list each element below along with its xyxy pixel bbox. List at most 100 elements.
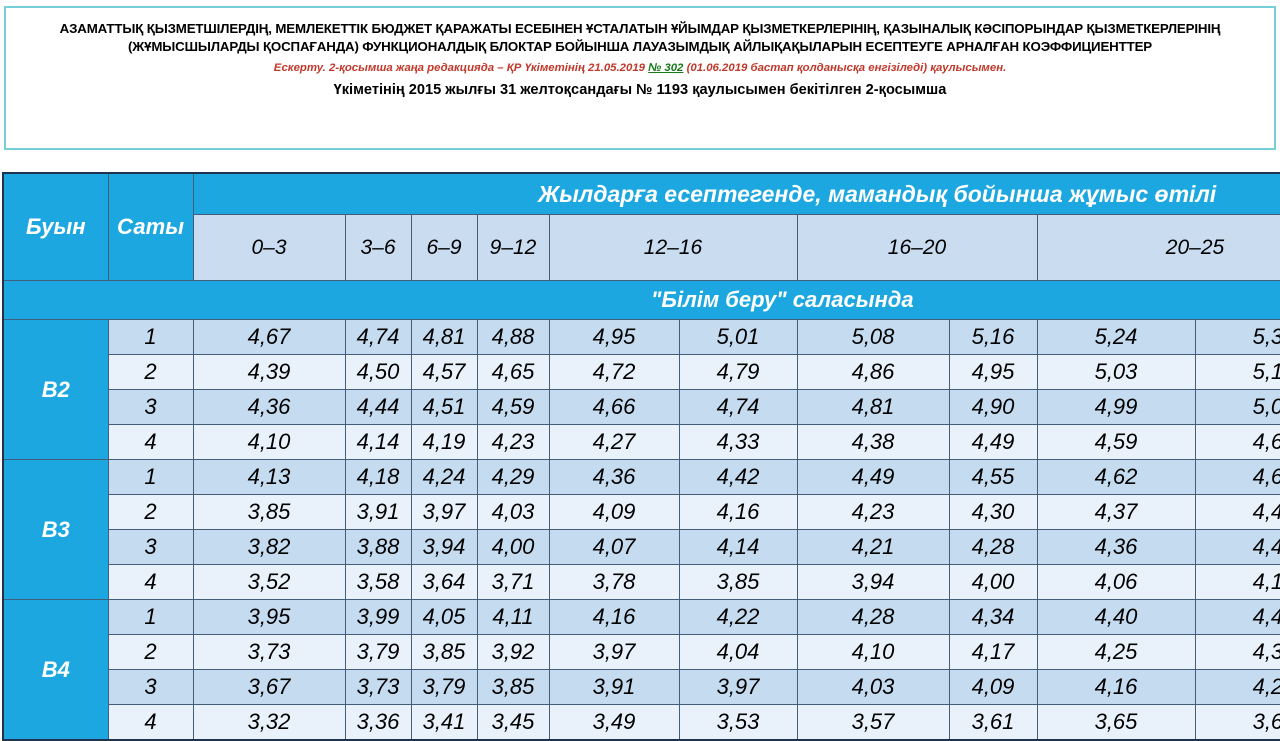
- step-number: 4: [107, 704, 194, 741]
- step-number: 3: [107, 669, 194, 705]
- coefficient-cell: 4,34: [948, 599, 1038, 635]
- coefficient-cell: 4,07: [548, 529, 680, 565]
- coefficient-cell: 3,71: [476, 564, 550, 600]
- coefficient-cell: 3,94: [410, 529, 478, 565]
- coefficient-cell: 3,65: [1036, 704, 1196, 741]
- coefficient-cell: 4,81: [410, 319, 478, 355]
- coefficient-cell: 4,72: [548, 354, 680, 390]
- coefficient-cell: 3,57: [796, 704, 950, 741]
- coefficient-cell: 3,45: [476, 704, 550, 741]
- coefficient-cell: 4,86: [796, 354, 950, 390]
- coefficient-cell: 5,08: [796, 319, 950, 355]
- coefficient-cell: 3,82: [192, 529, 346, 565]
- coefficient-cell: 5,32: [1194, 319, 1280, 355]
- coefficient-cell: 3,49: [548, 704, 680, 741]
- table-head-row-2: 0–3 3–6 6–9 9–12 12–16 16–20 20–25 25 жы…: [3, 214, 1280, 281]
- coefficient-cell: 3,85: [410, 634, 478, 670]
- coefficient-cell: 4,74: [678, 389, 798, 425]
- section-title: "Білім беру" саласында: [2, 280, 1280, 320]
- coefficient-cell: 3,73: [192, 634, 346, 670]
- coefficient-cell: 4,05: [410, 599, 478, 635]
- coefficient-cell: 4,99: [1036, 389, 1196, 425]
- coefficient-cell: 4,17: [948, 634, 1038, 670]
- coefficient-cell: 3,58: [344, 564, 412, 600]
- coefficient-cell: 4,39: [192, 354, 346, 390]
- experience-range-0: 0–3: [192, 214, 346, 281]
- coefficient-cell: 4,16: [678, 494, 798, 530]
- coefficient-cell: 4,49: [796, 459, 950, 495]
- coefficient-cell: 4,59: [1036, 424, 1196, 460]
- coefficient-cell: 4,42: [678, 459, 798, 495]
- coefficient-cell: 5,12: [1194, 354, 1280, 390]
- step-number: 3: [107, 389, 194, 425]
- coefficient-cell: 5,24: [1036, 319, 1196, 355]
- coefficient-cell: 4,37: [1036, 494, 1196, 530]
- step-number: 4: [107, 564, 194, 600]
- coefficient-cell: 4,27: [548, 424, 680, 460]
- coefficient-cell: 4,59: [476, 389, 550, 425]
- coefficient-cell: 3,91: [548, 669, 680, 705]
- coefficient-cell: 4,67: [1194, 424, 1280, 460]
- amendment-note-suffix: (01.06.2019 бастап қолданысқа енгізіледі…: [683, 62, 1007, 75]
- table-row: B4 1 3,95 3,99 4,05 4,11 4,16 4,22 4,28 4,34 4,40 4…: [2, 599, 1280, 741]
- table-row: 33,673,733,793,853,913,974,034,094,164,2…: [3, 669, 1280, 705]
- coefficient-cell: 4,49: [948, 424, 1038, 460]
- coefficient-cell: 4,79: [678, 354, 798, 390]
- coefficient-cell: 4,14: [344, 424, 412, 460]
- step-number: 1: [107, 599, 194, 635]
- coefficient-cell: 5,03: [1036, 354, 1196, 390]
- coefficient-cell: 4,24: [410, 459, 478, 495]
- coefficient-cell: 4,62: [1036, 459, 1196, 495]
- coefficient-cell: 4,13: [192, 459, 346, 495]
- coefficient-cell: 4,74: [344, 319, 412, 355]
- coefficient-cell: 4,69: [1194, 459, 1280, 495]
- group-label-b4: B4: [2, 599, 109, 741]
- coefficient-cell: 4,44: [344, 389, 412, 425]
- page-title: АЗАМАТТЫҚ ҚЫЗМЕТШІЛЕРДІҢ, МЕМЛЕКЕТТІК БЮ…: [59, 21, 1221, 54]
- table-row: 33,823,883,944,004,074,144,214,284,364,4…: [3, 529, 1280, 565]
- coefficient-cell: 4,36: [1036, 529, 1196, 565]
- step-number: 1: [107, 319, 194, 355]
- coefficient-cell: 4,12: [1194, 564, 1280, 600]
- coefficient-cell: 4,19: [410, 424, 478, 460]
- coefficient-cell: 3,79: [410, 669, 478, 705]
- coefficient-cell: 4,22: [678, 599, 798, 635]
- coefficient-cell: 3,64: [410, 564, 478, 600]
- coefficient-cell: 4,88: [476, 319, 550, 355]
- amendment-note-prefix: Ескерту. 2-қосымша жаңа редакцияда – ҚР …: [273, 62, 649, 75]
- coefficient-cell: 4,22: [1194, 669, 1280, 705]
- coefficient-cell: 3,85: [678, 564, 798, 600]
- coefficient-cell: 4,10: [192, 424, 346, 460]
- group-label-b2: B2: [2, 319, 109, 460]
- coefficient-cell: 4,38: [796, 424, 950, 460]
- coefficient-cell: 4,16: [1036, 669, 1196, 705]
- coefficient-cell: 4,55: [948, 459, 1038, 495]
- coefficient-cell: 3,52: [192, 564, 346, 600]
- coefficient-cell: 4,95: [548, 319, 680, 355]
- coefficient-cell: 4,03: [796, 669, 950, 705]
- coefficient-cell: 3,91: [344, 494, 412, 530]
- coefficient-cell: 3,85: [192, 494, 346, 530]
- coefficient-cell: 4,40: [1036, 599, 1196, 635]
- resolution-link[interactable]: № 302: [648, 62, 684, 75]
- coefficient-cell: 5,01: [678, 319, 798, 355]
- coefficient-cell: 3,61: [948, 704, 1038, 741]
- coefficient-cell: 3,94: [796, 564, 950, 600]
- coefficient-cell: 4,28: [796, 599, 950, 635]
- coefficient-cell: 3,53: [678, 704, 798, 741]
- coefficient-cell: 3,69: [1194, 704, 1280, 741]
- step-number: 1: [107, 459, 194, 495]
- experience-range-5: 16–20: [796, 214, 1038, 281]
- table-row: B3 1 4,13 4,18 4,24 4,29 4,36 4,42 4,49 4,55 4,62 4…: [2, 459, 1280, 600]
- coefficient-cell: 4,51: [410, 389, 478, 425]
- coefficient-cell: 4,21: [796, 529, 950, 565]
- coefficient-cell: 3,78: [548, 564, 680, 600]
- table-body: "Білім беру" саласында B2 1 4,67 4,74 4,81 4,…: [2, 280, 1280, 741]
- group-label-b3: B3: [2, 459, 109, 600]
- section-title-row: "Білім беру" саласында: [2, 280, 1280, 320]
- coefficient-cell: 4,57: [410, 354, 478, 390]
- coefficient-cell: 4,14: [678, 529, 798, 565]
- coefficient-cell: 3,67: [192, 669, 346, 705]
- coefficient-cell: 4,67: [192, 319, 346, 355]
- experience-range-6: 20–25: [1036, 214, 1280, 281]
